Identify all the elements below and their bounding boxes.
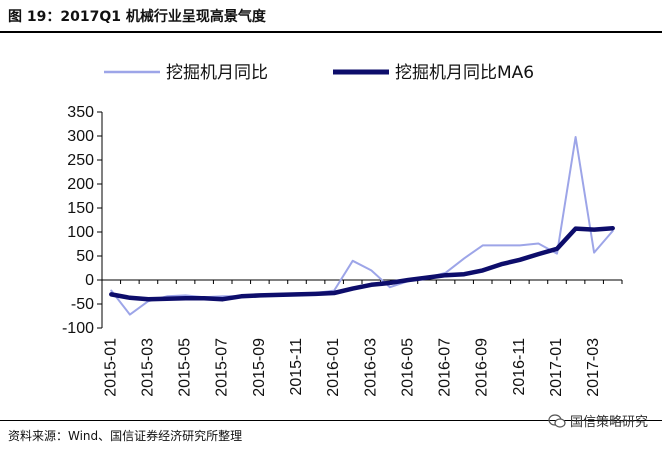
y-tick-label: 0 bbox=[85, 272, 94, 289]
x-tick-label: 2016-09 bbox=[474, 338, 491, 397]
figure-title: 图 19：2017Q1 机械行业呈现高景气度 bbox=[8, 9, 266, 25]
legend-label: 挖掘机月同比MA6 bbox=[395, 63, 534, 83]
x-tick-label: 2017-03 bbox=[585, 338, 602, 397]
x-tick-label: 2016-05 bbox=[399, 338, 416, 397]
x-tick-label: 2017-01 bbox=[548, 338, 565, 397]
x-axis: 2015-01 2015-03 2015-05 2015-07 2015-09 2015-… bbox=[101, 279, 623, 397]
chart: 挖掘机月同比 挖掘机月同比MA6 -100 -50 0 50 100 150 200 250 30… bbox=[62, 63, 623, 397]
y-tick-label: 300 bbox=[67, 128, 94, 145]
x-tick-label: 2016-11 bbox=[511, 338, 528, 396]
watermark-text: 国信策略研究 bbox=[569, 415, 648, 430]
x-tick-label: 2015-09 bbox=[251, 338, 268, 397]
title-rule bbox=[0, 31, 662, 33]
x-tick-label: 2015-07 bbox=[214, 338, 231, 397]
series-line-excavator-yoy-ma6 bbox=[109, 225, 615, 302]
x-tick-label: 2016-01 bbox=[325, 338, 342, 397]
y-tick-label: 350 bbox=[67, 104, 94, 121]
x-tick-label: 2015-05 bbox=[177, 338, 194, 397]
y-tick-label: 250 bbox=[67, 152, 94, 169]
y-tick-label: 50 bbox=[76, 248, 94, 265]
legend-label: 挖掘机月同比 bbox=[166, 63, 268, 83]
x-tick-label: 2015-11 bbox=[288, 338, 305, 396]
y-tick-label: 150 bbox=[67, 200, 94, 217]
x-tick-label: 2015-03 bbox=[139, 338, 156, 397]
source-rule bbox=[0, 420, 662, 421]
y-tick-label: 200 bbox=[67, 176, 94, 193]
watermark: 国信策略研究 bbox=[548, 411, 648, 430]
source-note: 资料来源：Wind、国信证券经济研究所整理 bbox=[8, 429, 243, 443]
series-layer bbox=[109, 136, 615, 316]
y-axis: -100 -50 0 50 100 150 200 250 300 350 bbox=[62, 104, 103, 337]
y-tick-label: -100 bbox=[62, 320, 94, 337]
y-tick-label: 100 bbox=[67, 224, 94, 241]
x-tick-label: 2016-03 bbox=[362, 338, 379, 397]
wechat-icon bbox=[548, 413, 566, 428]
x-tick-label: 2015-01 bbox=[102, 338, 119, 397]
x-tick-label: 2016-07 bbox=[437, 338, 454, 397]
y-tick-label: -50 bbox=[71, 296, 94, 313]
legend: 挖掘机月同比 挖掘机月同比MA6 bbox=[104, 63, 534, 83]
